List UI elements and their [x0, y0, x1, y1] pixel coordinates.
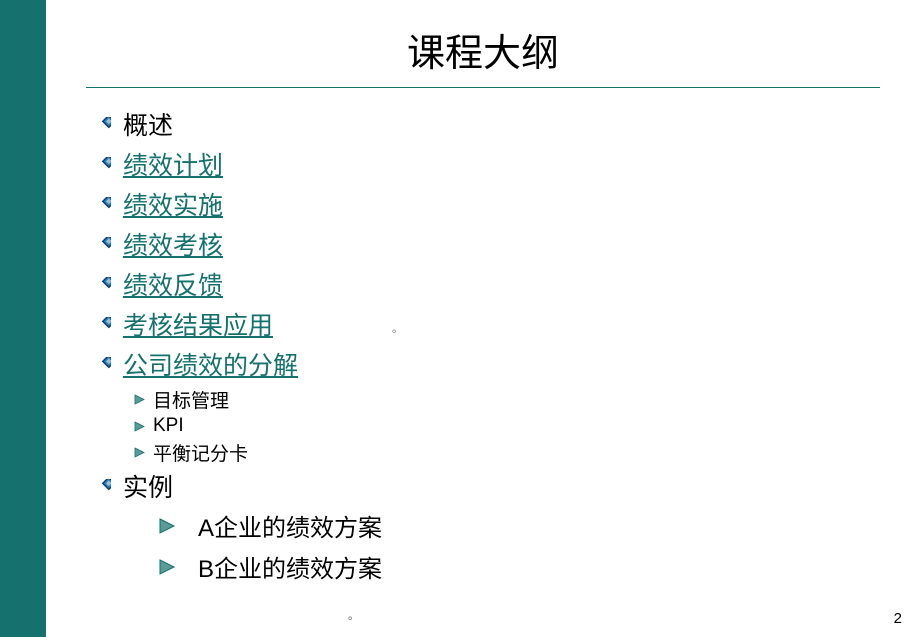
- outline-link[interactable]: 绩效实施: [123, 186, 223, 222]
- outline-link[interactable]: 绩效计划: [123, 146, 223, 182]
- outline-item-l1: 公司绩效的分解: [96, 346, 920, 382]
- triangle-bullet-icon: [134, 421, 145, 432]
- title-divider: [86, 87, 880, 88]
- outline-sublabel: 目标管理: [153, 386, 229, 413]
- diamond-bullet-icon: [96, 479, 111, 494]
- triangle-bullet-icon: [158, 517, 176, 535]
- outline-link[interactable]: 考核结果应用: [123, 306, 273, 342]
- diamond-bullet-icon: [96, 277, 111, 292]
- diamond-bullet-icon: [96, 157, 111, 172]
- diamond-bullet-icon: [96, 317, 111, 332]
- outline-item-l1: 绩效计划: [96, 146, 920, 182]
- outline-sublabel: KPI: [153, 415, 184, 437]
- outline-sublabel: A企业的绩效方案: [198, 508, 382, 543]
- outline-item-l2: 平衡记分卡: [134, 439, 920, 466]
- diamond-bullet-icon: [96, 357, 111, 372]
- outline-item-l1: 绩效反馈: [96, 266, 920, 302]
- outline-item-l2: B企业的绩效方案: [158, 549, 920, 584]
- outline-sublabel: 平衡记分卡: [153, 439, 248, 466]
- outline-item-l2: 目标管理: [134, 386, 920, 413]
- page-number: 2: [894, 610, 902, 627]
- triangle-bullet-icon: [158, 558, 176, 576]
- outline-item-l1: 概述: [96, 106, 920, 142]
- slide-content: 课程大纲 概述 绩效计划 绩效实施 绩效考核 绩效反馈 考核结果应用 公司绩效的…: [46, 0, 920, 637]
- triangle-bullet-icon: [134, 394, 145, 405]
- outline-sublabel: B企业的绩效方案: [198, 549, 382, 584]
- triangle-bullet-icon: [134, 447, 145, 458]
- outline-link[interactable]: 绩效反馈: [123, 266, 223, 302]
- outline-item-l1: 绩效考核: [96, 226, 920, 262]
- slide-title: 课程大纲: [46, 0, 920, 87]
- diamond-bullet-icon: [96, 237, 111, 252]
- outline-link[interactable]: 公司绩效的分解: [123, 346, 298, 382]
- decorative-dot-mid: 。: [392, 320, 403, 336]
- outline-label: 概述: [123, 106, 173, 142]
- outline-item-l1: 考核结果应用: [96, 306, 920, 342]
- decorative-dot-bottom: 。: [348, 607, 359, 623]
- outline-item-l1: 绩效实施: [96, 186, 920, 222]
- outline-item-l1: 实例: [96, 468, 920, 504]
- outline-item-l2: KPI: [134, 415, 920, 437]
- outline-list: 概述 绩效计划 绩效实施 绩效考核 绩效反馈 考核结果应用 公司绩效的分解 目标…: [96, 106, 920, 584]
- diamond-bullet-icon: [96, 197, 111, 212]
- outline-link[interactable]: 绩效考核: [123, 226, 223, 262]
- outline-label: 实例: [123, 468, 173, 504]
- diamond-bullet-icon: [96, 117, 111, 132]
- left-sidebar-bar: [0, 0, 46, 637]
- outline-item-l2: A企业的绩效方案: [158, 508, 920, 543]
